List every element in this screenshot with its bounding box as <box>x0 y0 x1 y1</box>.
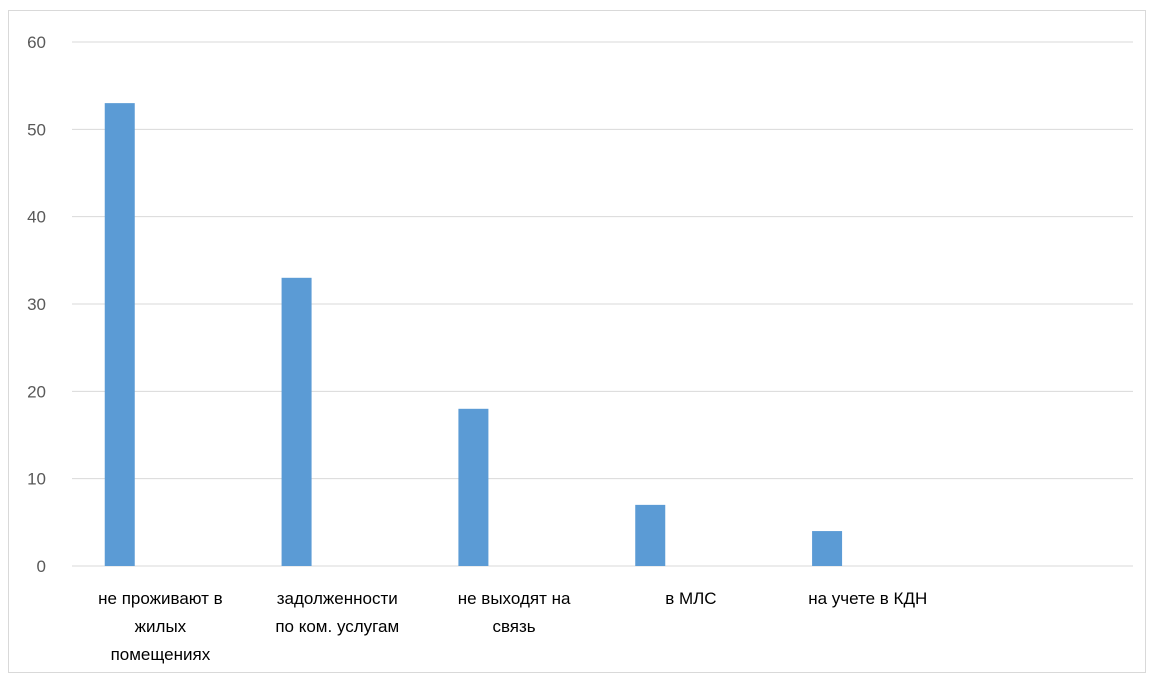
y-tick-label-10: 10 <box>27 470 46 489</box>
bars <box>104 103 843 566</box>
x-category-label-3-line-0: в МЛС <box>665 589 716 608</box>
x-category-label-2-line-1: связь <box>492 617 535 636</box>
bar-1 <box>281 277 312 566</box>
y-tick-label-20: 20 <box>27 382 46 401</box>
gridlines <box>72 41 1133 567</box>
y-tick-label-50: 50 <box>27 120 46 139</box>
bar-3 <box>635 504 666 566</box>
y-tick-label-0: 0 <box>37 557 46 576</box>
y-tick-label-60: 60 <box>27 33 46 52</box>
bar-0 <box>104 103 135 566</box>
bar-4 <box>812 531 843 566</box>
x-category-label-2-line-0: не выходят на <box>458 589 571 608</box>
chart-frame <box>8 10 1146 673</box>
x-category-label-1-line-1: по ком. услугам <box>275 617 399 636</box>
bar-2 <box>458 408 489 566</box>
x-category-label-4-line-0: на учете в КДН <box>808 589 927 608</box>
y-tick-label-40: 40 <box>27 208 46 227</box>
x-axis-labels: не проживают в жилых помещениях задолженнос… <box>98 589 927 664</box>
x-category-label-0-line-2: помещениях <box>111 645 211 664</box>
y-tick-label-30: 30 <box>27 295 46 314</box>
y-axis-ticks: 0 10 20 30 40 50 60 <box>27 33 46 576</box>
x-category-label-0-line-1: жилых <box>135 617 187 636</box>
x-category-label-1-line-0: задолженности <box>277 589 398 608</box>
x-category-label-0-line-0: не проживают в <box>98 589 223 608</box>
